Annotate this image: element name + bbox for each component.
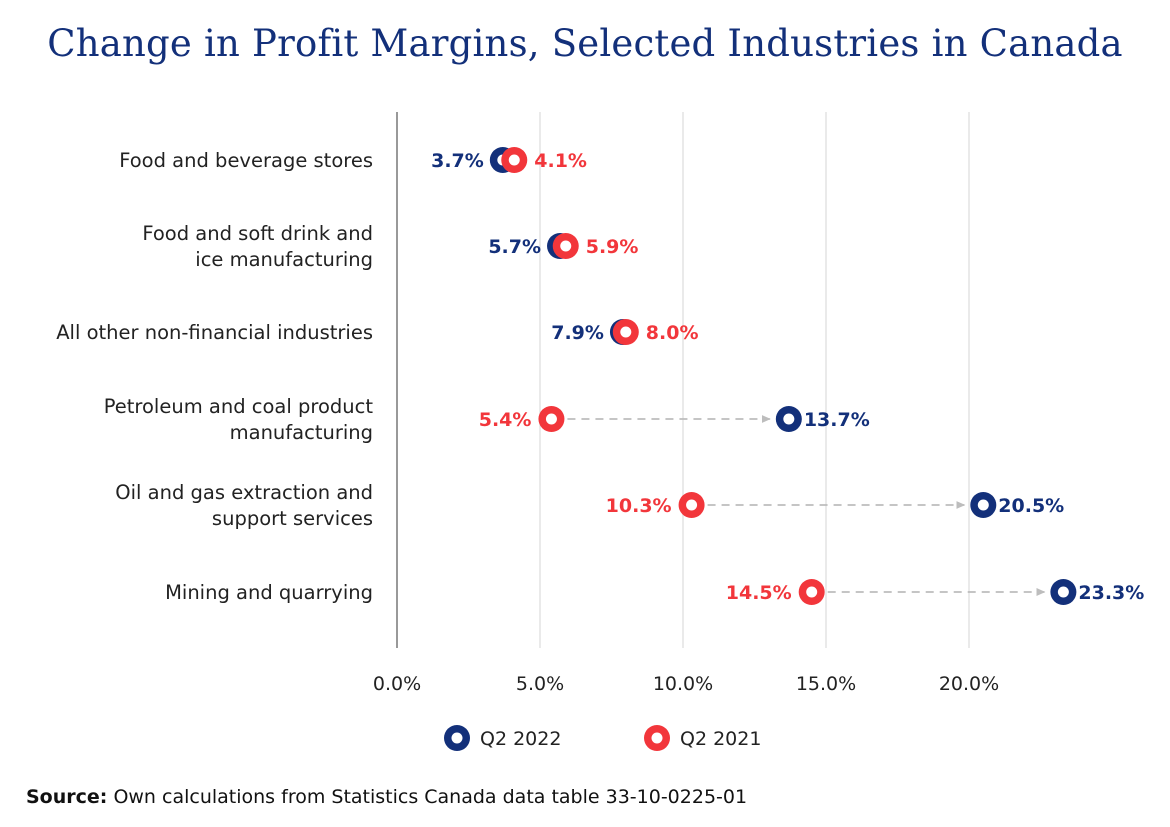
source-note: Source: Own calculations from Statistics… <box>26 786 747 808</box>
value-label-q2-2022: 13.7% <box>804 409 870 431</box>
category-label: Food and soft drink and ice manufacturing <box>142 222 373 271</box>
dot-q2-2022-center <box>783 413 795 425</box>
category-label-line: support services <box>212 507 373 530</box>
value-label-q2-2022: 23.3% <box>1078 582 1144 604</box>
value-label-q2-2021: 14.5% <box>726 582 792 604</box>
legend-marker-center <box>651 732 663 744</box>
x-tick-label: 0.0% <box>373 673 421 695</box>
value-label-q2-2021: 5.9% <box>586 236 639 258</box>
x-tick-label: 20.0% <box>939 673 999 695</box>
category-label-line: ice manufacturing <box>195 248 373 271</box>
legend-label-q2-2021: Q2 2021 <box>680 728 761 750</box>
legend-label-q2-2022: Q2 2022 <box>480 728 561 750</box>
legend-marker-center <box>451 732 463 744</box>
category-label: Oil and gas extraction and support servic… <box>115 481 373 530</box>
value-label-q2-2022: 3.7% <box>431 150 484 172</box>
value-label-q2-2021: 5.4% <box>479 409 532 431</box>
x-tick-label: 15.0% <box>796 673 856 695</box>
category-label-line: Food and soft drink and <box>142 222 373 245</box>
value-label-q2-2022: 5.7% <box>488 236 541 258</box>
value-label-q2-2021: 4.1% <box>534 150 587 172</box>
category-label-line: manufacturing <box>230 421 373 444</box>
x-tick-label: 5.0% <box>516 673 564 695</box>
category-label-line: Petroleum and coal product <box>104 395 374 418</box>
dot-q2-2021-center <box>806 586 818 598</box>
dot-q2-2021-center <box>560 240 572 252</box>
category-label-line: All other non-financial industries <box>56 321 373 344</box>
value-label-q2-2022: 7.9% <box>551 322 604 344</box>
value-label-q2-2022: 20.5% <box>998 495 1064 517</box>
category-label: Petroleum and coal product manufacturing <box>104 395 374 444</box>
category-label: Mining and quarrying <box>165 581 373 604</box>
dot-q2-2021-center <box>545 413 557 425</box>
dot-q2-2021-center <box>686 499 698 511</box>
source-text: Own calculations from Statistics Canada … <box>113 786 748 808</box>
value-label-q2-2021: 8.0% <box>646 322 699 344</box>
category-label: Food and beverage stores <box>119 149 373 172</box>
category-label: All other non-financial industries <box>56 321 373 344</box>
category-label-line: Mining and quarrying <box>165 581 373 604</box>
value-label-q2-2021: 10.3% <box>606 495 672 517</box>
category-label-line: Oil and gas extraction and <box>115 481 373 504</box>
dot-q2-2022-center <box>1057 586 1069 598</box>
category-label-line: Food and beverage stores <box>119 149 373 172</box>
source-label: Source: <box>26 786 108 808</box>
dot-q2-2021-center <box>620 326 632 338</box>
dot-q2-2021-center <box>508 154 520 166</box>
dot-q2-2022-center <box>977 499 989 511</box>
x-tick-label: 10.0% <box>653 673 713 695</box>
chart-title: Change in Profit Margins, Selected Indus… <box>47 22 1123 65</box>
dot-plot-chart: 0.0% 5.0% 10.0% 15.0% 20.0% Food and beverag… <box>56 112 1144 751</box>
